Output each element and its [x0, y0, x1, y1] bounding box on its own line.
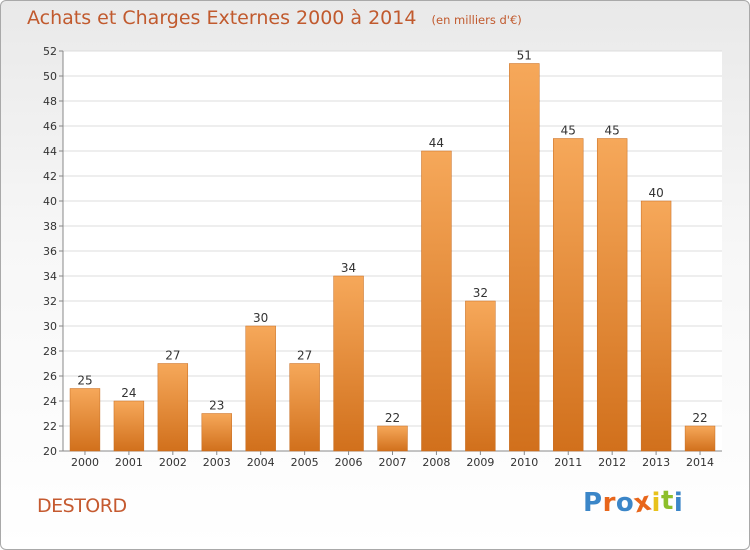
x-tick-label: 2013 — [642, 456, 670, 469]
logo-letter: i — [651, 488, 661, 518]
bar-value-label: 22 — [385, 411, 400, 425]
y-tick-label: 44 — [43, 145, 57, 158]
bar — [596, 138, 628, 452]
proxiti-logo: Proxiti — [583, 486, 684, 519]
x-tick-label: 2005 — [291, 456, 319, 469]
bar — [377, 425, 408, 452]
bar-value-label: 45 — [605, 124, 620, 138]
bar — [333, 275, 364, 452]
y-tick-label: 42 — [43, 170, 57, 183]
x-tick-label: 2012 — [598, 456, 626, 469]
bar-value-label: 24 — [121, 386, 136, 400]
bar — [640, 200, 672, 452]
bar-value-label: 51 — [517, 49, 532, 63]
bar — [201, 413, 232, 452]
bar — [421, 150, 452, 452]
chart-title: Achats et Charges Externes 2000 à 2014 — [27, 7, 417, 29]
x-tick-label: 2004 — [247, 456, 275, 469]
y-tick-label: 20 — [43, 445, 57, 458]
x-tick-label: 2006 — [335, 456, 363, 469]
logo-letter: o — [615, 488, 635, 518]
x-tick-label: 2011 — [554, 456, 582, 469]
y-tick-label: 34 — [43, 270, 57, 283]
place-name: DESTORD — [37, 495, 127, 517]
x-tick-label: 2007 — [379, 456, 407, 469]
chart-title-wrap: Achats et Charges Externes 2000 à 2014 (… — [27, 7, 522, 29]
bar — [289, 363, 320, 452]
logo-letter: t — [660, 486, 674, 516]
x-tick-label: 2000 — [71, 456, 99, 469]
bar — [465, 300, 496, 452]
logo-letter: i — [673, 488, 684, 518]
y-tick-label: 48 — [43, 95, 57, 108]
bar — [245, 325, 276, 452]
bar-value-label: 34 — [341, 261, 356, 275]
bar-value-label: 40 — [648, 186, 663, 200]
bar — [113, 400, 145, 452]
bar — [553, 138, 584, 452]
logo-letter: P — [583, 488, 603, 518]
x-tick-label: 2002 — [159, 456, 187, 469]
y-tick-label: 38 — [43, 220, 57, 233]
y-tick-label: 52 — [43, 45, 57, 58]
y-tick-label: 46 — [43, 120, 57, 133]
bar-value-label: 30 — [253, 311, 268, 325]
logo-letter: r — [602, 488, 616, 518]
x-tick-label: 2003 — [203, 456, 231, 469]
y-tick-label: 50 — [43, 70, 57, 83]
bar-value-label: 27 — [165, 349, 180, 363]
y-tick-label: 26 — [43, 370, 57, 383]
x-tick-label: 2001 — [115, 456, 143, 469]
bar — [684, 425, 716, 452]
x-tick-label: 2008 — [422, 456, 450, 469]
y-tick-label: 28 — [43, 345, 57, 358]
y-tick-label: 22 — [43, 420, 57, 433]
bar-value-label: 32 — [473, 286, 488, 300]
bar-value-label: 23 — [209, 399, 224, 413]
x-tick-label: 2010 — [510, 456, 538, 469]
x-tick-label: 2014 — [686, 456, 714, 469]
bar-value-label: 22 — [692, 411, 707, 425]
y-tick-label: 32 — [43, 295, 57, 308]
y-tick-label: 30 — [43, 320, 57, 333]
bar — [157, 363, 189, 452]
bar — [69, 388, 101, 452]
chart-subtitle: (en milliers d'€) — [431, 13, 522, 27]
bar-value-label: 45 — [561, 124, 576, 138]
y-tick-label: 24 — [43, 395, 57, 408]
bar-value-label: 44 — [429, 136, 444, 150]
x-tick-label: 2009 — [466, 456, 494, 469]
bar-value-label: 25 — [77, 374, 92, 388]
y-tick-label: 40 — [43, 195, 57, 208]
bar-value-label: 27 — [297, 349, 312, 363]
y-tick-label: 36 — [43, 245, 57, 258]
bar — [509, 63, 540, 452]
